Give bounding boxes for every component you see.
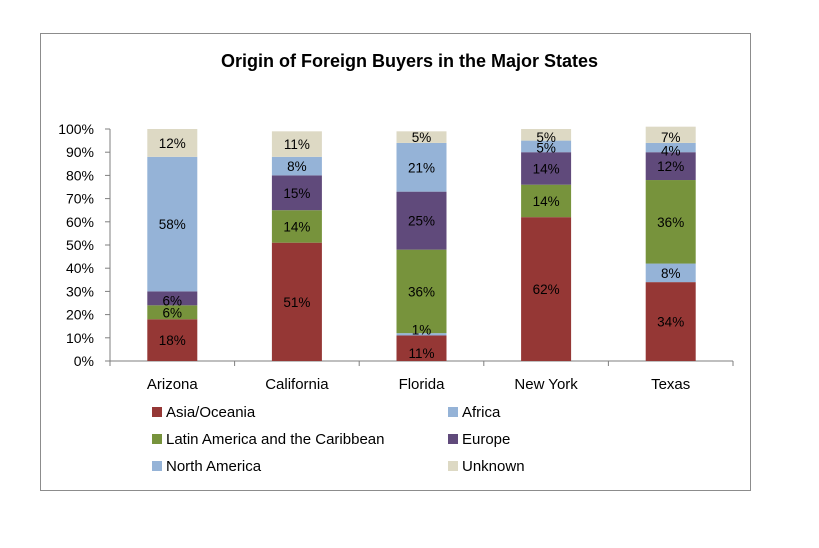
data-label: 11% [408,346,434,361]
legend-label: Unknown [462,458,525,475]
data-label: 18% [159,333,186,348]
x-tick-label: Florida [399,376,446,393]
data-label: 14% [533,161,560,176]
data-label: 58% [159,217,186,232]
data-label: 36% [408,284,435,299]
bar-segment [645,152,696,181]
bar-segment [396,131,447,143]
bar-segment [271,156,322,176]
y-tick-label: 30% [66,283,94,299]
y-tick-label: 40% [66,260,94,276]
data-label: 15% [283,186,310,201]
data-label: 8% [287,159,307,174]
data-label: 62% [533,282,560,297]
y-tick-label: 50% [66,237,94,253]
data-label: 14% [283,219,310,234]
x-tick-label: California [265,376,329,393]
bar-segment [271,131,322,157]
legend-label: North America [166,458,262,475]
data-label: 34% [657,315,684,330]
y-tick-label: 80% [66,167,94,183]
bar-segment [271,210,322,243]
data-label: 36% [657,215,684,230]
data-label: 4% [661,144,681,159]
bar-segment [645,126,696,143]
data-labels: 18% 6%6% 58% 12% 51% 14% 15% 8% 11% 11% 1% 36% 25% 21… [159,130,684,361]
bar-segment [521,129,572,141]
bar-segment [271,175,322,211]
y-tick-label: 20% [66,307,94,323]
y-tick-label: 10% [66,330,94,346]
bar-segment [147,156,198,292]
data-label: 14% [533,194,560,209]
data-label: 12% [159,136,186,151]
y-tick-label: 0% [74,353,94,369]
legend-swatch [448,434,458,444]
legend-label: Africa [462,404,501,421]
bar-segment [521,184,572,218]
bar-segment [396,191,447,250]
data-label: 1% [412,322,432,337]
bar-segment [396,249,447,334]
bar-segment [396,142,447,192]
bar-segment [147,319,198,361]
legend-swatch [448,407,458,417]
data-label: 6% [163,305,183,320]
bar-segment [147,305,198,320]
bar-segment [645,142,696,153]
bar-segment [147,291,198,306]
data-label: 25% [408,214,435,229]
legend-swatch [152,434,162,444]
x-tick-label: New York [514,376,578,393]
data-label: 11% [284,137,310,152]
y-tick-label: 90% [66,144,94,160]
data-label: 12% [657,159,684,174]
bar-segment [271,242,322,361]
chart-title: Origin of Foreign Buyers in the Major St… [220,51,599,71]
data-label: 7% [661,130,681,145]
data-label: 5% [536,140,556,155]
legend-swatch [152,461,162,471]
bar-segment [396,335,447,361]
bar-segment [645,180,696,264]
bar-segment [521,217,572,361]
legend-swatch [448,461,458,471]
data-label: 6% [163,293,183,308]
data-label: 5% [536,130,556,145]
legend-label: Latin America and the Caribbean [166,431,384,448]
data-label: 5% [412,130,432,145]
bar-segment [521,152,572,185]
data-label: 21% [408,160,435,175]
axes: 0% 10% 20% 30% 40% 50% 60% 70% 80% 90% 100% Arizona… [58,121,734,393]
legend-label: Asia/Oceania [166,404,256,421]
y-tick-label: 100% [58,121,94,137]
data-label: 51% [283,295,310,310]
legend-label: Europe [462,431,510,448]
legend: Asia/Oceania Africa Latin America and the … [152,404,525,475]
y-tick-label: 60% [66,214,94,230]
data-label: 8% [661,266,681,281]
bars [147,126,696,361]
bar-segment [396,333,447,336]
x-tick-label: Texas [651,376,690,393]
y-tick-label: 70% [66,191,94,207]
bar-segment [521,140,572,153]
bar-segment [645,263,696,283]
bar-segment [147,129,198,157]
legend-swatch [152,407,162,417]
x-tick-label: Arizona [147,376,199,393]
bar-segment [645,282,696,361]
